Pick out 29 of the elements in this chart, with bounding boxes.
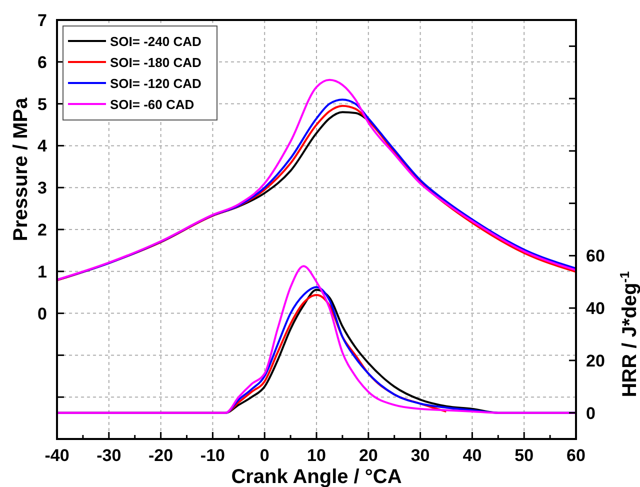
x-tick-label: 30 [410,446,430,465]
x-tick-label: 50 [514,446,534,465]
x-tick-label: 0 [260,446,270,465]
x-tick-label: 20 [358,446,378,465]
y-tick-label: 7 [38,11,47,30]
y2-tick-label: 40 [586,299,605,318]
x-tick-label: -30 [96,446,122,465]
y-tick-label: 1 [38,262,47,282]
x-tick-label: 10 [307,446,326,465]
y2-tick-label: 60 [586,246,605,266]
legend-label: SOI= -60 CAD [110,97,194,112]
y-tick-label: 4 [38,136,48,156]
y-tick-label: 0 [38,304,47,324]
x-tick-label: 60 [566,446,586,465]
y2-tick-label: 20 [586,351,605,370]
y-tick-label: 6 [38,52,47,72]
y-tick-label: 3 [38,178,47,198]
legend-label: SOI= -120 CAD [110,76,202,91]
legend-label: SOI= -240 CAD [110,34,202,49]
x-tick-label: -20 [148,446,174,465]
y-tick-label: 2 [38,220,47,240]
x-axis-title: Crank Angle / °CA [231,466,402,487]
x-tick-label: 40 [462,446,482,465]
y-axis-title: Pressure / MPa [10,96,32,242]
legend-label: SOI= -180 CAD [110,55,202,70]
x-tick-label: -10 [200,446,225,465]
x-tick-label: -40 [44,446,70,465]
y2-tick-label: 0 [586,404,596,423]
y-tick-label: 5 [38,94,47,114]
